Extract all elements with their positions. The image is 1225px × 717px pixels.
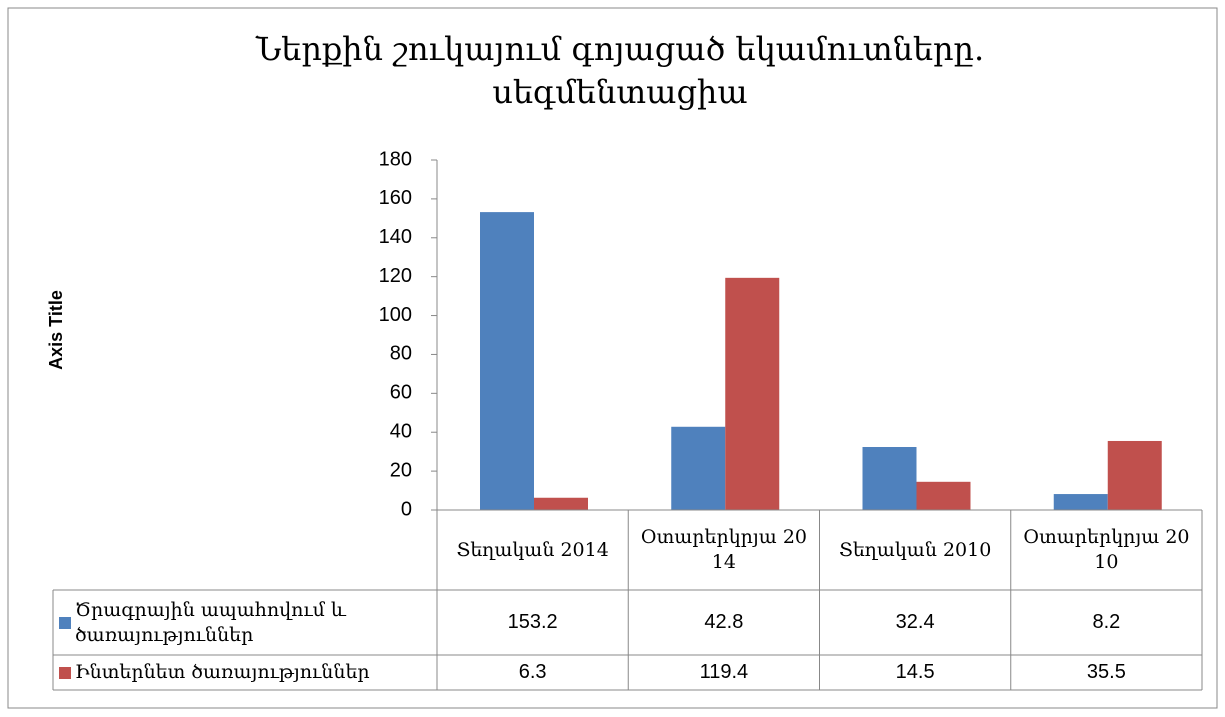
- table-value: 35.5: [1087, 661, 1126, 683]
- y-tick-label: 60: [390, 382, 412, 404]
- legend-swatch: [59, 666, 71, 679]
- legend-entry: Ծրագրային ապահովում և ծառայություններ: [53, 590, 437, 655]
- x-tick-label-box: Տեղական 2010: [820, 510, 1011, 590]
- x-tick-label: Տեղական 2014: [437, 510, 628, 590]
- bar: [534, 497, 588, 510]
- x-tick-label: Օտարերկրյա 2010: [1011, 510, 1202, 590]
- title-box: Ներքին շուկայում գոյացած եկամուտները. սե…: [255, 30, 985, 112]
- chart-title: Ներքին շուկայում գոյացած եկամուտները. սե…: [255, 30, 985, 112]
- x-tick-label-text: Տեղական 2010: [838, 538, 992, 561]
- table-value: 6.3: [519, 661, 547, 683]
- bar: [480, 212, 534, 510]
- x-tick-label-text: Օտարերկրյա 2014: [640, 526, 807, 573]
- legend-entry-text: Ինտերնետ ծառայություններ: [75, 661, 370, 684]
- y-tick-label: 80: [390, 343, 412, 365]
- bar: [862, 447, 917, 510]
- x-tick-label: Տեղական 2010: [820, 510, 1011, 590]
- legend-entry: Ինտերնետ ծառայություններ: [53, 655, 437, 690]
- y-tick-label: 160: [379, 187, 412, 209]
- bar: [671, 426, 726, 510]
- y-axis-title: Axis Title: [46, 290, 66, 370]
- y-tick-label: 40: [390, 421, 412, 443]
- table-value: 32.4: [896, 611, 935, 633]
- x-tick-label-box: Օտարերկրյա 2014: [628, 510, 819, 590]
- bar: [1053, 494, 1108, 510]
- x-tick-label-text: Օտարերկրյա 2010: [1023, 526, 1190, 573]
- y-tick-label: 140: [379, 226, 412, 248]
- y-tick-label: 180: [379, 148, 412, 170]
- x-tick-label-box: Օտարերկրյա 2010: [1011, 510, 1202, 590]
- y-tick-label: 0: [401, 498, 412, 520]
- table-value: 153.2: [508, 611, 558, 633]
- x-tick-label-text: Տեղական 2014: [456, 538, 609, 561]
- y-tick-label: 20: [390, 459, 412, 481]
- y-tick-label: 120: [379, 265, 412, 287]
- legend-entry-box: Ծրագրային ապահովում և ծառայություններ: [53, 590, 437, 655]
- table-value: 119.4: [700, 661, 749, 683]
- x-tick-label: Օտարերկրյա 2014: [628, 510, 819, 590]
- legend-swatch: [59, 616, 71, 629]
- bar: [1107, 440, 1162, 510]
- chart-border: [7, 7, 1218, 709]
- y-tick-label: 100: [379, 304, 412, 326]
- legend-entry-text: Ծրագրային ապահովում և ծառայություններ: [75, 598, 346, 646]
- table-value: 8.2: [1092, 611, 1120, 633]
- bar: [916, 481, 971, 510]
- x-tick-label-box: Տեղական 2014: [437, 510, 628, 590]
- bar: [725, 277, 780, 510]
- table-value: 42.8: [704, 611, 743, 633]
- table-value: 14.5: [896, 661, 935, 683]
- legend-entry-box: Ինտերնետ ծառայություններ: [53, 655, 437, 690]
